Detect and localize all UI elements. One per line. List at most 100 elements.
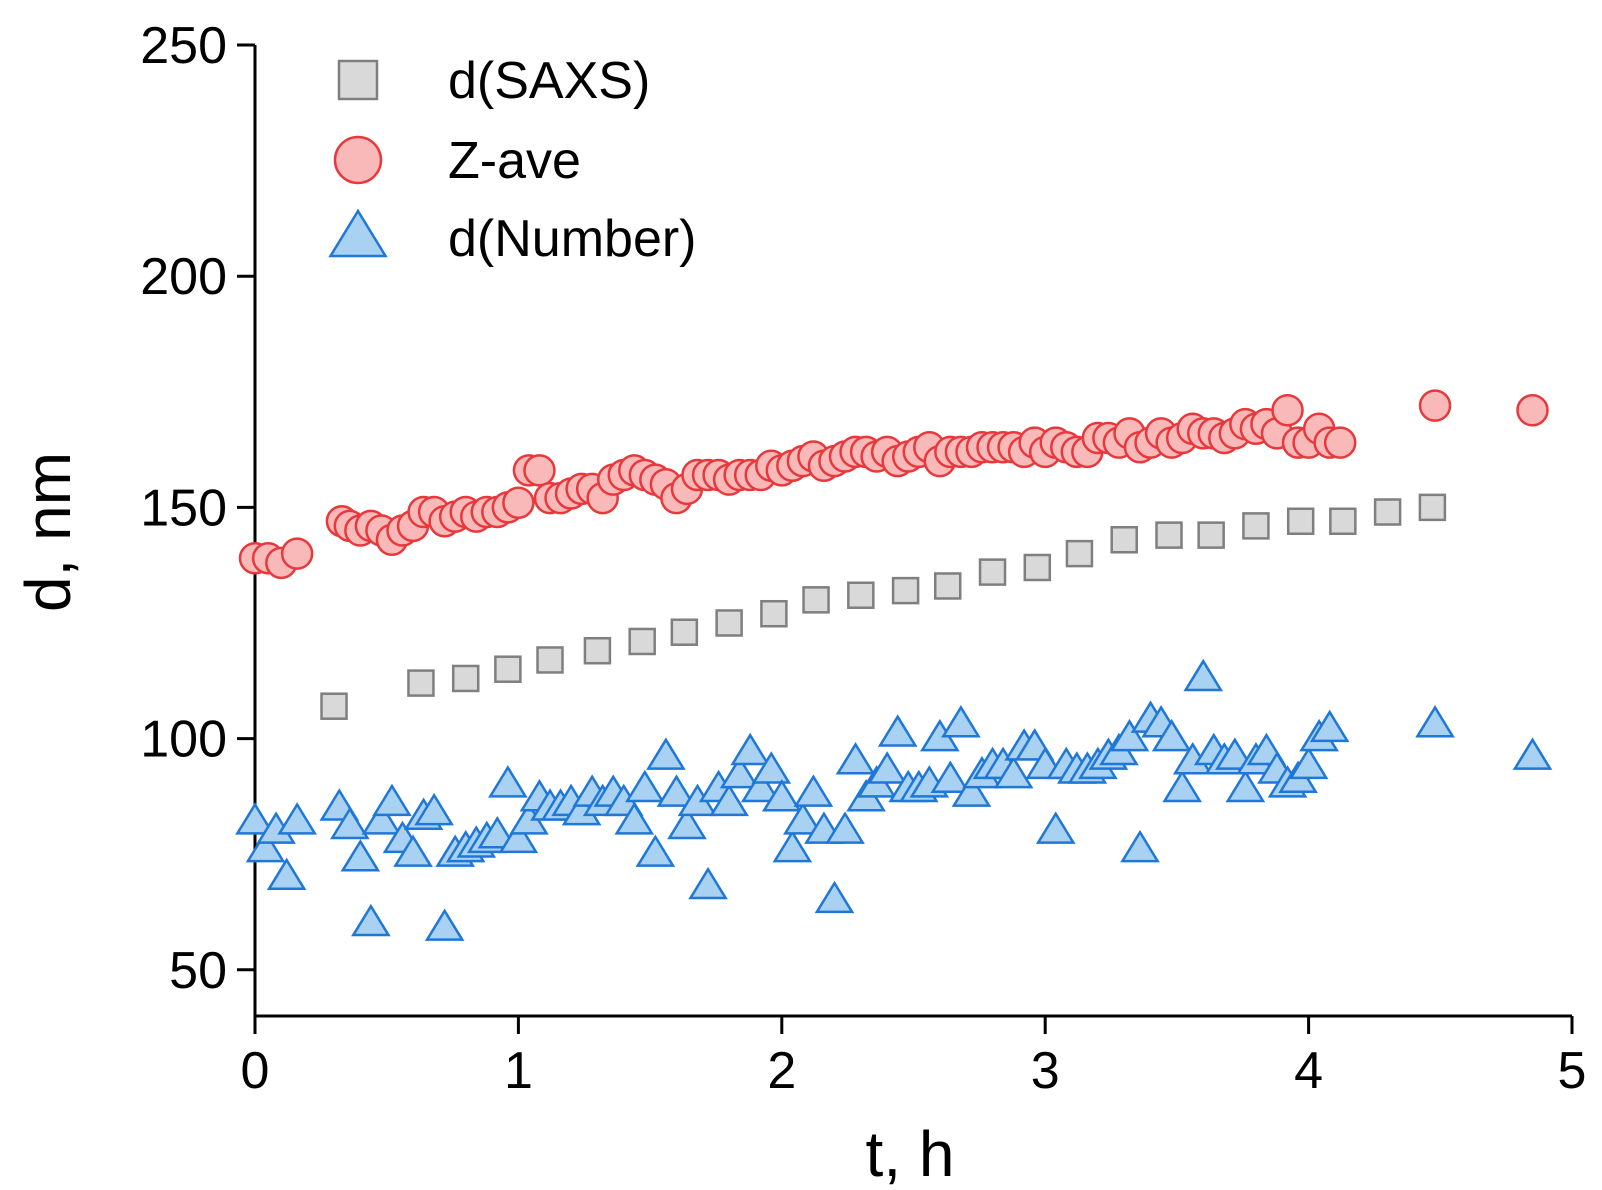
- data-point: [740, 769, 781, 803]
- axes: 0 1 2 3 4 5 50 100 150 200 250: [140, 17, 1586, 1100]
- data-point: [494, 655, 522, 683]
- data-point: [502, 486, 535, 520]
- data-point: [266, 857, 307, 891]
- y-tick-label: 100: [140, 711, 227, 769]
- data-point: [715, 609, 743, 637]
- data-point: [424, 908, 465, 941]
- data-point: [1288, 746, 1329, 780]
- series-d-saxs: [320, 493, 1447, 720]
- data-point: [1120, 829, 1160, 863]
- data-point: [646, 737, 686, 770]
- data-point: [783, 802, 823, 835]
- data-point: [1109, 718, 1150, 752]
- data-point: [1309, 709, 1350, 743]
- x-tick-label: 3: [1031, 1042, 1060, 1100]
- data-point: [891, 576, 920, 605]
- data-point: [393, 834, 433, 867]
- data-point: [656, 774, 697, 807]
- x-tick-label: 2: [767, 1042, 796, 1100]
- data-point: [1197, 521, 1225, 549]
- data-point: [772, 829, 813, 863]
- legend-marker: [337, 59, 379, 101]
- data-point: [280, 537, 314, 570]
- data-point: [802, 586, 830, 614]
- data-point: [488, 765, 528, 798]
- data-point: [235, 802, 275, 835]
- data-point: [1183, 658, 1224, 692]
- data-point: [320, 692, 348, 720]
- legend: d(SAXS) Z-ave d(Number): [328, 52, 697, 268]
- legend-marker: [333, 135, 383, 185]
- data-point: [407, 669, 435, 697]
- data-point: [1415, 705, 1455, 738]
- data-point: [835, 742, 876, 775]
- series-layer: [235, 389, 1553, 941]
- data-point: [760, 599, 788, 628]
- data-point: [1035, 811, 1076, 844]
- data-point: [245, 829, 286, 863]
- data-point: [1023, 553, 1052, 582]
- data-point: [877, 714, 918, 747]
- data-point: [451, 664, 480, 693]
- legend-label: d(SAXS): [448, 52, 650, 110]
- data-point: [340, 839, 381, 872]
- data-point: [1065, 539, 1094, 568]
- series-d-number: [235, 658, 1553, 941]
- data-point: [625, 769, 665, 803]
- data-point: [523, 454, 556, 487]
- data-point: [933, 572, 962, 600]
- data-point: [1512, 737, 1553, 770]
- data-point: [1151, 718, 1192, 752]
- data-point: [670, 618, 699, 646]
- data-point: [951, 774, 992, 807]
- data-point: [1215, 737, 1255, 770]
- data-point: [1155, 521, 1183, 549]
- data-point: [993, 755, 1034, 789]
- y-axis-title: d, nm: [12, 452, 84, 612]
- data-point: [1286, 507, 1315, 536]
- x-tick-label: 0: [241, 1042, 270, 1100]
- data-point: [978, 558, 1007, 586]
- data-point: [351, 903, 391, 937]
- data-point: [751, 751, 792, 784]
- data-point: [1162, 769, 1202, 803]
- data-point: [1516, 394, 1549, 427]
- x-tick-label: 4: [1294, 1042, 1323, 1100]
- data-point: [1225, 769, 1266, 803]
- data-point: [867, 751, 907, 784]
- data-point: [1271, 394, 1304, 427]
- data-point: [361, 802, 402, 835]
- data-point: [583, 636, 612, 665]
- data-point: [372, 783, 412, 817]
- data-point: [614, 802, 655, 835]
- data-point: [536, 646, 564, 674]
- y-tick-label: 200: [140, 248, 227, 306]
- data-point: [688, 866, 728, 900]
- data-point: [730, 732, 771, 766]
- x-tick-label: 5: [1558, 1042, 1587, 1100]
- data-point: [1418, 389, 1452, 422]
- data-point: [628, 627, 656, 656]
- data-point: [761, 779, 802, 812]
- data-point: [1373, 498, 1402, 526]
- data-point: [1110, 525, 1138, 554]
- data-point: [667, 806, 707, 840]
- y-tick-label: 250: [140, 17, 227, 75]
- data-point: [1242, 512, 1270, 540]
- data-point: [719, 755, 760, 789]
- x-tick-label: 1: [504, 1042, 533, 1100]
- data-point: [414, 792, 454, 826]
- series-z-ave: [238, 389, 1549, 580]
- data-point: [793, 774, 834, 807]
- data-point: [329, 806, 370, 840]
- data-point: [1418, 493, 1447, 522]
- data-point: [930, 760, 971, 793]
- legend-marker: [328, 208, 388, 258]
- data-point: [498, 820, 539, 854]
- data-point: [941, 705, 981, 738]
- data-point: [635, 834, 676, 867]
- data-point: [847, 581, 875, 609]
- y-tick-label: 150: [140, 479, 227, 537]
- data-point: [709, 783, 749, 817]
- data-point: [1323, 426, 1357, 459]
